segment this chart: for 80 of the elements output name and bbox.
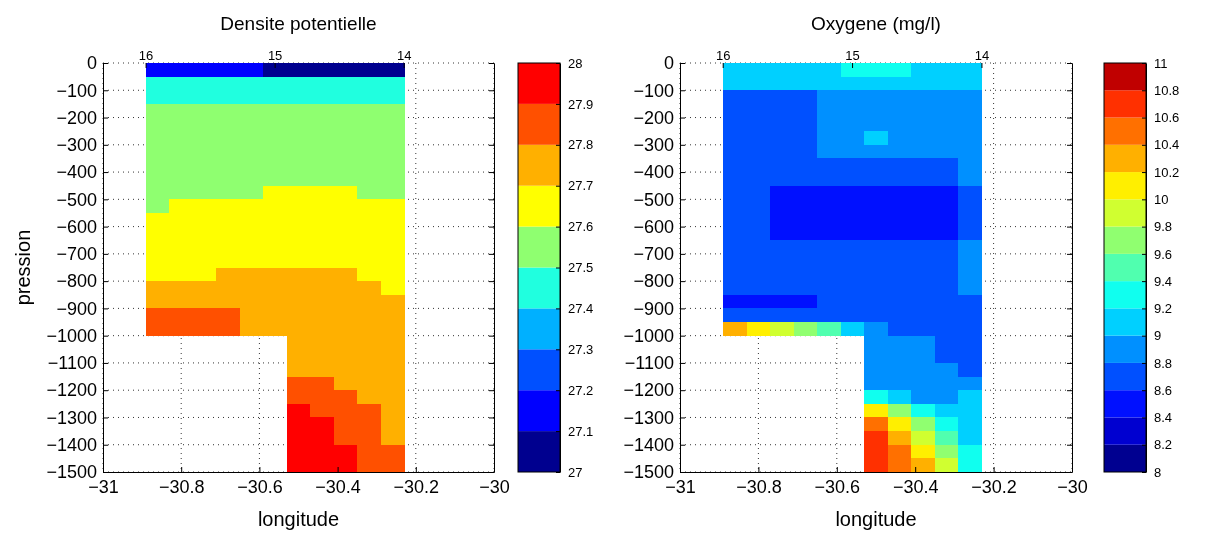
color-bar-label: 27.1 [568,423,594,439]
color-bar-label: 27.5 [568,260,594,276]
y-tick-label: −700 [56,244,97,265]
chart-title: Densite potentielle [220,13,377,34]
x2-tick-label: 15 [845,48,860,63]
y-tick-label: −600 [56,216,97,237]
y-tick-label: −1300 [623,407,674,428]
y-tick-label: −1100 [624,353,674,374]
color-bar-label: 27.7 [568,178,594,194]
x2-tick-label: 14 [396,48,412,63]
x-tick-label: −30.2 [971,476,1017,497]
color-bar-label: 11 [1154,55,1168,71]
color-bar-label: 27.9 [568,96,594,112]
color-bar-label: 8 [1154,464,1162,480]
color-bar-label: 9.6 [1154,246,1173,262]
y-tick-label: −100 [633,80,674,101]
y-tick-label: −300 [633,135,674,156]
color-bar-label: 8.8 [1154,355,1173,371]
y-tick-label: 0 [86,53,97,74]
y-tick-label: −300 [56,135,97,156]
color-bar-label: 27.3 [568,341,594,357]
x-tick-label: −30.4 [892,476,939,497]
y-tick-label: 0 [663,53,674,74]
color-bar-label: 9.4 [1154,273,1173,289]
y-tick-label: −1500 [623,462,674,483]
x-tick-label: −30.8 [158,476,205,497]
x-tick-label: −30.4 [315,476,361,497]
color-bar-label: 27.4 [568,301,594,317]
x-axis-title: longitude [257,508,340,530]
color-bar-label: 10.2 [1154,164,1180,180]
y-tick-label: −800 [56,271,97,292]
color-bar-label: 8.2 [1154,437,1173,453]
x-tick-label: −30.6 [237,476,283,497]
x-tick-label: −30.6 [814,476,861,497]
y-tick-label: −1000 [623,325,674,346]
color-bar-label: 9.2 [1154,301,1173,317]
color-bar-label: 28 [568,55,583,71]
y-tick-label: −400 [56,162,97,183]
color-bar-label: 27 [568,464,583,480]
color-bar-label: 10.4 [1154,137,1180,153]
y-tick-label: −900 [633,298,674,319]
y-tick-label: −700 [633,244,674,265]
y-tick-label: −200 [633,107,674,128]
y-tick-label: −600 [633,216,674,237]
color-bar-label: 10.6 [1154,110,1180,126]
color-bar-label: 9 [1154,328,1162,344]
x2-tick-label: 16 [138,48,154,63]
y-tick-label: −400 [633,162,674,183]
color-bar-label: 8.4 [1154,410,1173,426]
x2-tick-label: 14 [974,48,990,63]
y-axis-title: pression [12,229,34,306]
y-tick-label: −100 [56,80,97,101]
y-tick-label: −1200 [623,380,674,401]
color-bar-label: 27.8 [568,137,594,153]
y-tick-label: −800 [633,271,674,292]
y-tick-label: −500 [633,189,674,210]
color-bar-label: 10 [1154,191,1169,207]
color-bar-label: 8.6 [1154,382,1173,398]
color-bar-label: 27.6 [568,219,594,235]
y-tick-label: −1000 [46,325,97,346]
color-bar-label: 9.8 [1154,219,1173,235]
y-tick-label: −500 [56,189,97,210]
x-tick-label: −30.8 [736,476,782,497]
x-tick-label: −30.2 [393,476,440,497]
y-tick-label: −1200 [46,380,97,401]
y-tick-label: −1500 [46,462,97,483]
x2-tick-label: 15 [267,48,283,63]
y-tick-label: −900 [56,298,97,319]
y-tick-label: −200 [56,107,97,128]
y-tick-label: −1300 [46,407,97,428]
y-tick-label: −1400 [46,434,97,455]
chart-title: Oxygene (mg/l) [811,13,941,34]
x-tick-label: −30 [479,476,510,497]
x-tick-label: −30 [1057,476,1088,497]
y-tick-label: −1100 [47,353,97,374]
x2-tick-label: 16 [715,48,731,63]
x-axis-title: longitude [835,508,917,530]
color-bar-label: 10.8 [1154,82,1180,98]
y-tick-label: −1400 [623,434,674,455]
color-bar-label: 27.2 [568,382,594,398]
